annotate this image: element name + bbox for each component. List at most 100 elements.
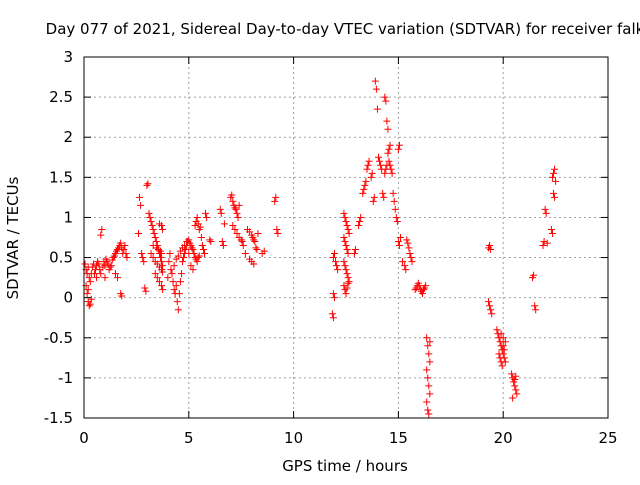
data-point-marker [150, 229, 158, 237]
data-point-marker [159, 268, 167, 276]
data-point-marker [551, 193, 559, 201]
y-tick-label: -1 [58, 369, 73, 387]
data-point-marker [425, 350, 433, 358]
x-tick-label: 0 [79, 429, 89, 447]
data-point-marker [141, 284, 149, 292]
data-point-marker [153, 274, 161, 282]
data-point-marker [179, 258, 187, 266]
data-point-marker [86, 300, 94, 308]
data-point-marker [97, 270, 105, 278]
data-point-marker [168, 270, 176, 278]
data-point-marker [95, 260, 103, 268]
data-point-marker [219, 242, 227, 250]
data-point-marker [81, 260, 89, 268]
data-point-marker [233, 209, 241, 217]
data-point-marker [386, 141, 394, 149]
data-point-marker [329, 290, 337, 298]
data-point-marker [114, 274, 122, 282]
data-point-marker [101, 262, 109, 270]
data-point-marker [344, 279, 352, 287]
data-point-marker [392, 213, 400, 221]
x-tick-label: 25 [598, 429, 617, 447]
data-point-marker [361, 181, 369, 189]
data-point-marker [383, 117, 391, 125]
data-point-marker [540, 238, 548, 246]
data-point-marker [206, 236, 214, 244]
data-point-marker [142, 287, 150, 295]
data-point-marker [408, 258, 416, 266]
data-point-marker [406, 250, 414, 258]
data-point-marker [172, 282, 180, 290]
data-point-marker [511, 375, 519, 383]
data-point-marker [424, 342, 432, 350]
data-point-marker [271, 197, 279, 205]
data-point-marker [509, 394, 517, 402]
data-point-marker [399, 258, 407, 266]
data-point-marker [158, 282, 166, 290]
data-point-marker [344, 250, 352, 258]
data-point-marker [383, 161, 391, 169]
data-point-marker [426, 358, 434, 366]
data-point-marker [84, 286, 92, 294]
data-point-marker [498, 362, 506, 370]
data-point-marker [341, 262, 349, 270]
data-point-marker [238, 238, 246, 246]
data-point-marker [548, 229, 556, 237]
data-point-marker [499, 342, 507, 350]
data-point-marker [543, 239, 551, 247]
data-point-marker [155, 278, 163, 286]
data-point-marker [532, 306, 540, 314]
data-point-marker [174, 306, 182, 314]
data-point-marker [164, 274, 172, 282]
data-point-marker [384, 125, 392, 133]
data-point-marker [508, 370, 516, 378]
data-point-marker [159, 286, 167, 294]
data-point-marker [166, 250, 174, 258]
x-axis-label: GPS time / hours [282, 457, 408, 475]
data-point-marker [426, 338, 434, 346]
data-point-marker [550, 189, 558, 197]
data-point-marker [396, 234, 404, 241]
data-point-marker [370, 193, 378, 201]
data-point-marker [371, 77, 379, 85]
data-point-marker [139, 254, 147, 262]
data-point-marker [493, 326, 501, 334]
data-point-marker [201, 250, 209, 258]
y-tick-label: -1.5 [44, 409, 73, 427]
data-point-marker [83, 290, 91, 298]
data-point-marker [357, 213, 365, 221]
data-point-marker [548, 173, 556, 181]
data-point-marker [232, 205, 240, 213]
grid-layer [84, 57, 608, 418]
y-tick-label: 2 [63, 128, 73, 146]
data-point-marker [97, 231, 105, 239]
data-point-marker [169, 278, 177, 286]
y-axis-label: SDTVAR / TECUs [4, 176, 22, 299]
data-point-marker [395, 242, 403, 250]
data-point-marker [403, 236, 411, 244]
y-tick-label: 1.5 [49, 168, 73, 186]
data-point-marker [147, 250, 155, 258]
data-point-marker [159, 225, 167, 233]
data-point-marker [486, 302, 494, 310]
data-point-marker [377, 161, 385, 169]
data-point-marker [218, 238, 226, 246]
y-tick-label: 2.5 [49, 88, 73, 106]
data-point-marker [194, 254, 202, 262]
data-point-marker [170, 286, 178, 294]
data-point-marker [422, 282, 430, 290]
data-point-marker [340, 234, 348, 241]
data-point-marker [369, 197, 377, 205]
data-point-marker [380, 193, 388, 201]
data-point-marker [511, 382, 519, 390]
data-point-marker [87, 295, 95, 303]
data-point-marker [220, 220, 228, 228]
data-point-marker [373, 105, 381, 113]
data-point-marker [345, 229, 353, 237]
data-point-marker [376, 157, 384, 165]
data-point-marker [423, 366, 431, 374]
data-point-marker [425, 382, 433, 390]
data-point-marker [423, 334, 431, 342]
data-point-marker [539, 242, 547, 250]
